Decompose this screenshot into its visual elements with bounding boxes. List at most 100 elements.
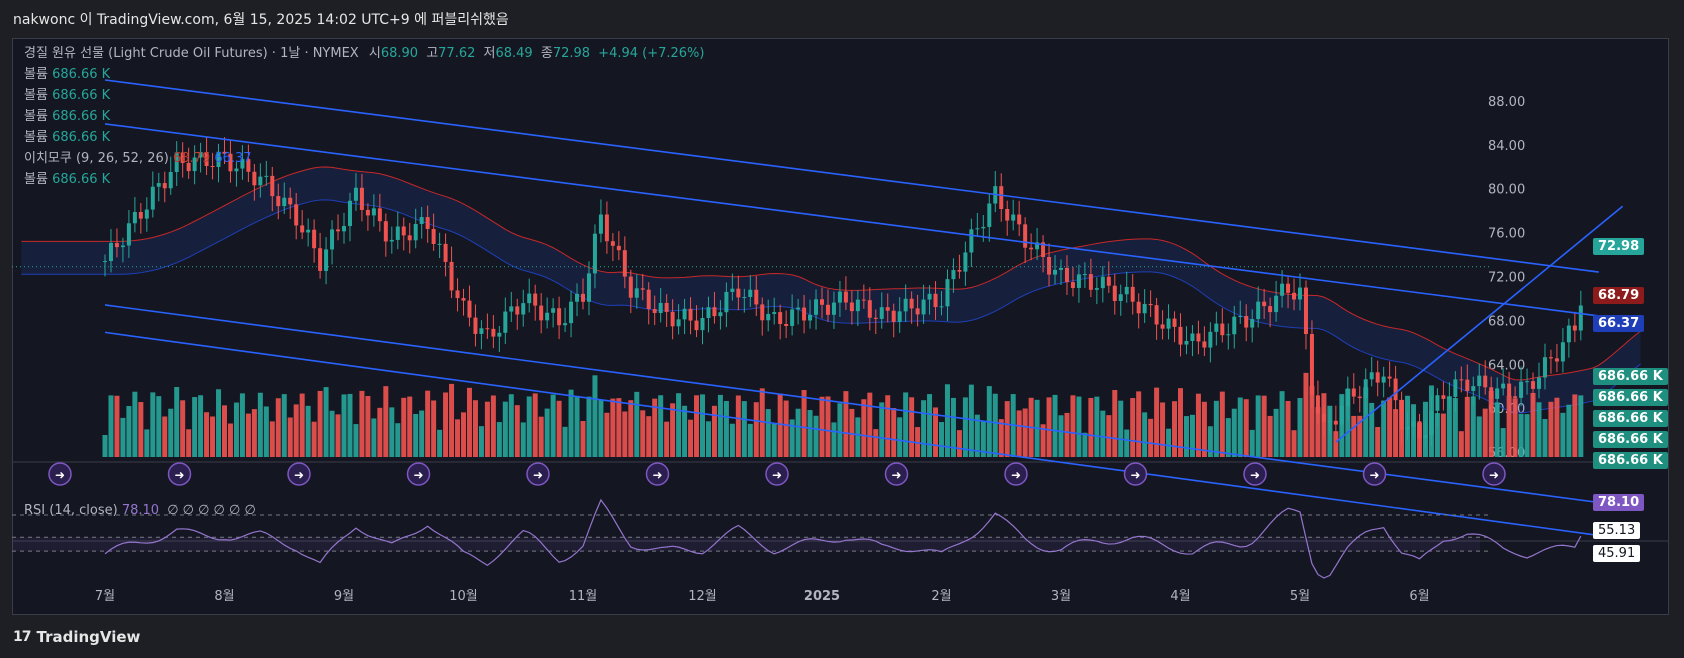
symbol-legend-row: 경질 원유 선물 (Light Crude Oil Futures) · 1날 …: [24, 43, 704, 64]
candle-body: [180, 152, 185, 163]
volume-bar: [849, 408, 855, 457]
volume-bar: [628, 400, 634, 457]
volume-legend-row[interactable]: 볼륨 686.66 K: [24, 106, 704, 127]
volume-bar: [245, 413, 251, 457]
volume-bar: [1482, 408, 1488, 457]
candle-body: [126, 223, 131, 246]
candle-body: [598, 214, 603, 234]
candle-body: [867, 300, 872, 318]
volume-bar: [449, 383, 455, 457]
candle-body: [1244, 315, 1249, 328]
ichimoku-legend-row[interactable]: 이치모쿠 (9, 26, 52, 26) 68.79 66.37: [24, 148, 704, 169]
volume-legend-row[interactable]: 볼륨 686.66 K: [24, 64, 704, 85]
volume-bar: [1285, 400, 1291, 457]
candle-body: [509, 306, 514, 312]
candle-body: [1070, 282, 1075, 288]
volume-bar: [150, 392, 156, 457]
candle-body: [1184, 340, 1189, 345]
candle-body: [802, 307, 807, 321]
candle-body: [1226, 334, 1231, 336]
volume-bar: [1536, 402, 1542, 457]
y-tick-label: 80.00: [1488, 183, 1525, 198]
volume-bar: [944, 384, 950, 457]
volume-bar: [377, 407, 383, 457]
volume-bar: [1070, 395, 1076, 457]
candle-body: [246, 159, 251, 172]
candle-body: [1507, 383, 1512, 397]
candle-body: [1357, 396, 1362, 399]
volume-bar: [1321, 393, 1327, 457]
candle-body: [336, 229, 341, 232]
chart-frame[interactable]: [12, 38, 1669, 615]
volume-bar: [759, 388, 765, 457]
candle-body: [825, 304, 830, 315]
volume-bar: [855, 417, 861, 457]
candle-body: [103, 261, 107, 263]
volume-bar: [1249, 429, 1255, 457]
event-marker-icon: [645, 462, 670, 486]
candle-body: [192, 157, 197, 172]
candle-body: [640, 288, 645, 290]
event-marker-glyph: ➜: [55, 468, 65, 482]
volume-bar: [909, 397, 915, 457]
candle-body: [377, 208, 382, 222]
volume-bar: [1040, 424, 1046, 457]
chart-legend: 경질 원유 선물 (Light Crude Oil Futures) · 1날 …: [24, 43, 704, 190]
candle-body: [581, 293, 585, 302]
volume-bar: [1524, 414, 1530, 457]
volume-bar: [807, 410, 813, 457]
volume-bar: [962, 397, 968, 457]
candle-body: [527, 293, 532, 304]
open-label: 시: [368, 46, 381, 61]
symbol-name[interactable]: 경질 원유 선물 (Light Crude Oil Futures) · 1날 …: [24, 46, 359, 61]
volume-legend-row[interactable]: 볼륨 686.66 K: [24, 85, 704, 106]
volume-legend-row[interactable]: 볼륨 686.66 K: [24, 127, 704, 148]
rsi-band-background: [12, 537, 1480, 552]
candle-body: [1477, 375, 1482, 387]
volume-bar: [801, 390, 807, 457]
volume-bar: [293, 404, 299, 457]
candle-body: [282, 197, 287, 207]
tradingview-logo[interactable]: 17 TradingView: [13, 628, 140, 646]
event-marker-icon: [287, 462, 311, 486]
volume-bar: [1434, 413, 1440, 457]
volume-bar: [233, 402, 239, 457]
candle-body: [873, 317, 878, 319]
volume-bar: [562, 426, 568, 457]
volume-bar: [753, 402, 759, 457]
candle-body: [831, 302, 836, 315]
volume-bar: [1291, 430, 1297, 457]
candle-body: [1513, 396, 1518, 398]
x-tick-label: 9월: [334, 589, 354, 604]
candle-body: [1262, 301, 1267, 307]
volume-value: 686.66 K: [52, 67, 111, 82]
publish-info-bar: nakwonc 이 TradingView.com, 6월 15, 2025 1…: [0, 0, 1684, 38]
volume-bar: [747, 423, 753, 457]
candle-body: [1082, 274, 1087, 276]
volume-bar: [1333, 431, 1339, 457]
event-marker-icon: [765, 462, 789, 486]
tradingview-brand-text: TradingView: [36, 628, 141, 646]
volume-bar: [998, 419, 1004, 457]
volume-bar: [156, 396, 162, 457]
rsi-legend[interactable]: RSI (14, close) 78.10 ∅ ∅ ∅ ∅ ∅ ∅: [24, 503, 256, 518]
volume-bar: [544, 408, 550, 457]
volume-legend-row[interactable]: 볼륨 686.66 K: [24, 169, 704, 190]
x-tick-label: 7월: [95, 589, 115, 604]
candle-body: [252, 171, 257, 186]
volume-bar: [1130, 398, 1136, 457]
event-marker-glyph: ➜: [294, 468, 304, 482]
volume-bar: [1422, 401, 1428, 457]
candle-body: [120, 245, 125, 248]
candle-body: [1298, 287, 1302, 300]
volume-bar: [1279, 391, 1285, 457]
volume-label: 볼륨: [24, 172, 48, 187]
candle-body: [1017, 214, 1022, 225]
candle-body: [1023, 224, 1028, 248]
volume-bar: [1369, 402, 1375, 457]
event-marker-icon: [167, 462, 192, 486]
candle-body: [467, 300, 472, 318]
candle-body: [1178, 326, 1183, 345]
candle-body: [1548, 357, 1553, 359]
